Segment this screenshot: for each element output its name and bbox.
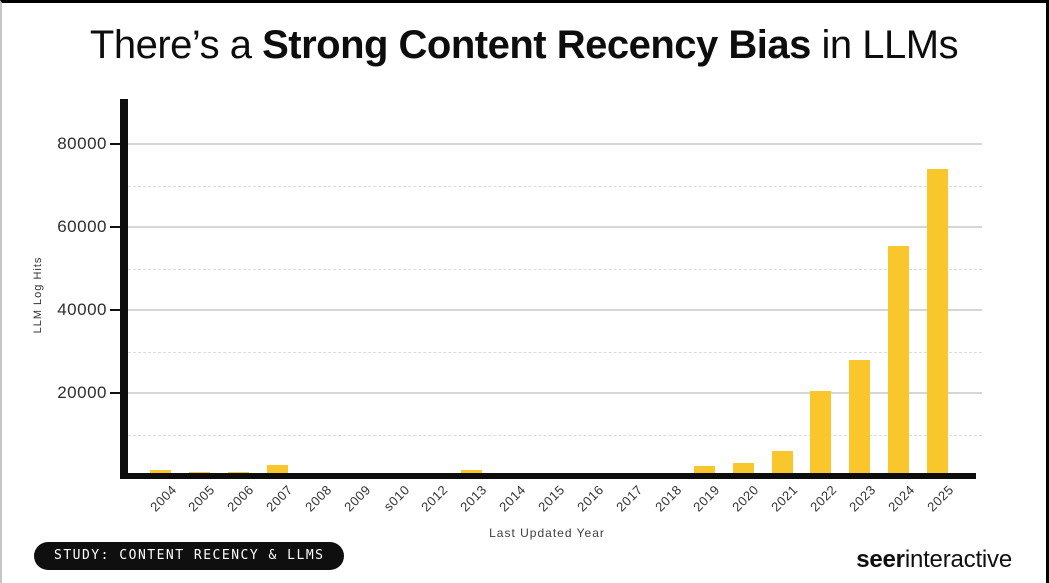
y-tick-label: 60000: [57, 217, 107, 236]
y-tick-mark: [110, 392, 120, 394]
x-axis-line: [120, 473, 976, 479]
bar-2022: [810, 390, 832, 476]
gridline-minor: [128, 434, 982, 436]
y-tick-label: 20000: [57, 383, 107, 402]
y-axis-title: LLM Log Hits: [32, 256, 44, 334]
gridline-major: [128, 309, 982, 311]
y-tick-label: 40000: [57, 300, 107, 319]
bar-2025: [927, 168, 948, 476]
gridline-major: [128, 226, 982, 228]
bar-2007: [266, 464, 288, 476]
title-suffix: in LLMs: [810, 23, 959, 67]
y-axis-line: [120, 99, 128, 479]
gridline-major: [128, 143, 982, 145]
title-prefix: There’s a: [89, 23, 263, 67]
page-title: There’s a Strong Content Recency Bias in…: [2, 19, 1046, 71]
bar-2004: [150, 469, 171, 476]
seer-logo: seerinteractive: [856, 546, 1012, 574]
gridline-minor: [128, 351, 982, 353]
y-tick-mark: [110, 226, 120, 228]
gridline-major: [128, 392, 982, 394]
y-tick-label: 80000: [57, 134, 107, 153]
bar-2023: [849, 359, 871, 476]
bar-chart: LLM Log Hits 20000 40000 60000 80000 2004 200…: [2, 3, 1046, 583]
y-tick-mark: [110, 143, 120, 145]
bar-2020: [732, 462, 754, 476]
title-highlight: Strong Content Recency Bias: [262, 23, 811, 67]
bar-2019: [693, 466, 715, 476]
study-badge: STUDY: CONTENT RECENCY & LLMS: [34, 542, 345, 570]
logo-seer: seer: [856, 546, 905, 573]
bar-2021: [771, 451, 793, 476]
logo-interactive: interactive: [904, 546, 1012, 573]
bar-2024: [888, 245, 910, 476]
gridline-minor: [128, 185, 982, 187]
y-tick-mark: [110, 309, 120, 311]
x-axis-title: Last Updated Year: [489, 526, 605, 540]
gridline-minor: [128, 268, 982, 270]
